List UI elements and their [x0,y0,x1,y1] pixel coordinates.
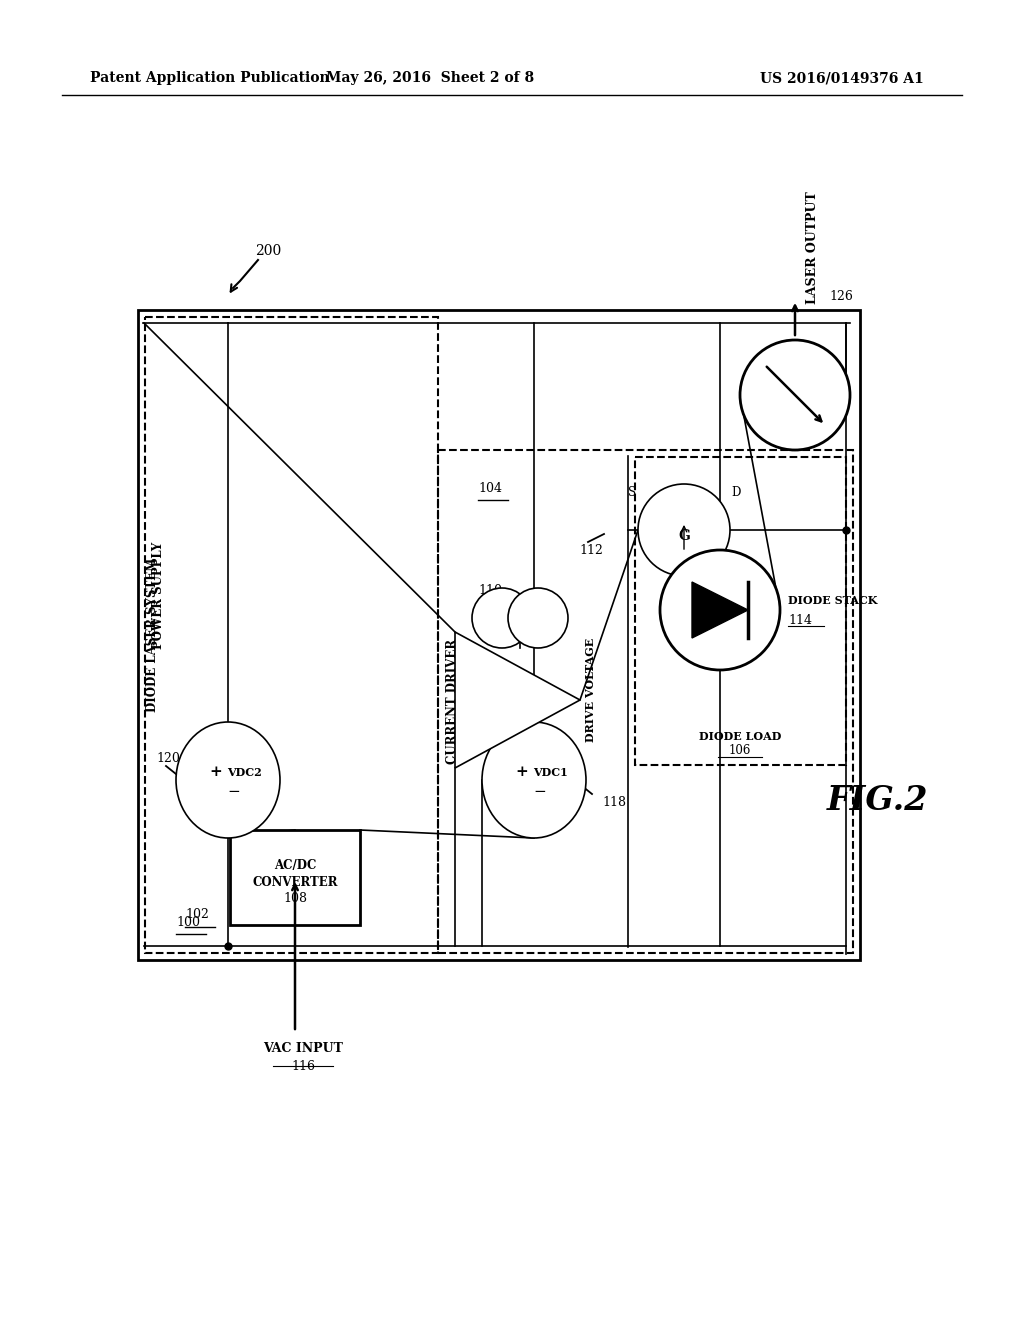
Circle shape [472,587,532,648]
Circle shape [638,484,730,576]
Circle shape [740,341,850,450]
Text: DIODE LASER SYSTEM: DIODE LASER SYSTEM [145,558,159,711]
Text: −: − [534,785,547,799]
Text: Patent Application Publication: Patent Application Publication [90,71,330,84]
Text: 102: 102 [185,908,209,921]
Circle shape [508,587,568,648]
Text: D: D [731,486,740,499]
Text: DRIVE VOLTAGE: DRIVE VOLTAGE [585,638,596,742]
Text: 200: 200 [255,244,282,257]
Bar [438,450,853,953]
Text: US 2016/0149376 A1: US 2016/0149376 A1 [760,71,924,84]
Bar [230,830,360,925]
Polygon shape [455,632,580,768]
Polygon shape [692,582,748,638]
Bar [145,317,438,953]
Ellipse shape [176,722,280,838]
Text: +: + [210,766,222,779]
Text: 106: 106 [729,744,752,758]
Text: VDC1: VDC1 [532,767,567,777]
Text: G: G [678,529,690,543]
Text: 114: 114 [788,614,812,627]
Text: 120: 120 [156,751,180,764]
Text: −: − [227,785,241,799]
Text: DIODE STACK: DIODE STACK [788,594,878,606]
Text: VDC2: VDC2 [226,767,261,777]
Text: 118: 118 [602,796,626,808]
Text: +: + [516,766,528,779]
Text: 116: 116 [291,1060,315,1073]
Text: POWER SUPPLY: POWER SUPPLY [153,541,166,648]
Text: 126: 126 [829,290,853,304]
Text: CURRENT DRIVER: CURRENT DRIVER [445,639,459,763]
Text: DIODE LOAD: DIODE LOAD [698,731,781,742]
Text: FIG.2: FIG.2 [827,784,929,817]
Text: S: S [628,486,636,499]
Text: 108: 108 [283,892,307,906]
Text: May 26, 2016  Sheet 2 of 8: May 26, 2016 Sheet 2 of 8 [326,71,535,84]
Bar [635,457,846,766]
Text: VAC INPUT: VAC INPUT [263,1041,343,1055]
Text: 104: 104 [478,482,502,495]
Text: 100: 100 [176,916,200,928]
Text: 110: 110 [478,583,502,597]
Text: 112: 112 [579,544,603,557]
Bar [138,310,860,960]
Text: LASER OUTPUT: LASER OUTPUT [807,191,819,305]
Text: AC/DC: AC/DC [273,858,316,871]
Text: CONVERTER: CONVERTER [252,875,338,888]
Circle shape [660,550,780,671]
Ellipse shape [482,722,586,838]
